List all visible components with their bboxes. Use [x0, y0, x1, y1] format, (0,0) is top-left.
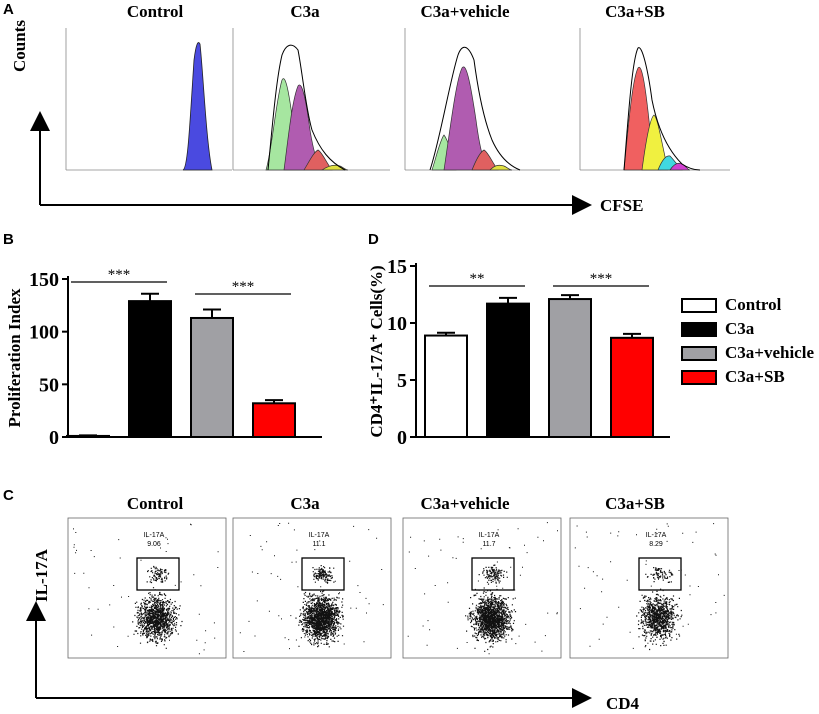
panel-a-title-control: Control — [126, 2, 184, 21]
legend-label-control: Control — [725, 295, 782, 314]
panel-b-y-axis-label: Proliferation Index — [5, 288, 24, 427]
panel-b-bar-c3a-vehicle — [190, 316, 234, 438]
panel-b-y-tick-label: 100 — [29, 322, 59, 344]
panel-letter-d: D — [368, 231, 379, 248]
panel-c-flow-plots — [26, 517, 729, 708]
panel-b-y-tick-label: 50 — [39, 374, 59, 396]
legend-label-c3a-vehicle: C3a+vehicle — [725, 343, 815, 362]
panel-d-y-axis-label: CD4⁺IL-17A⁺ Cells(%) — [367, 265, 386, 437]
panel-b-bar-chart: 0 50 100 150 Proliferation Index *** *** — [5, 267, 322, 449]
legend-swatch-control — [681, 297, 717, 313]
legend-swatch-c3a-vehicle — [681, 345, 717, 361]
flow-frame-control — [67, 517, 227, 659]
flow-frame-c3a-sb — [569, 517, 729, 659]
flow-frame-c3a — [232, 517, 392, 659]
panel-letter-c: C — [3, 487, 14, 504]
panel-b-y-tick-label: 150 — [29, 269, 59, 291]
gate-value-c3a-sb: 8.29 — [649, 541, 663, 548]
flow-events-c3a — [239, 522, 384, 652]
panel-d-bar-c3a-sb — [610, 336, 654, 438]
gate-name-control: IL-17A — [143, 532, 165, 539]
gate-name-c3a-sb: IL-17A — [645, 532, 667, 539]
panel-d-bar-c3a — [486, 302, 530, 439]
gate-name-c3a: IL-17A — [308, 532, 330, 539]
legend-item-c3a: C3a — [681, 319, 755, 338]
gate-name-c3a-vehicle: IL-17A — [478, 532, 500, 539]
flow-gate-c3a-vehicle — [471, 557, 515, 591]
panel-d-bar-c3a-vehicle — [548, 298, 592, 438]
legend-swatch-c3a-sb — [681, 369, 717, 385]
panel-letter-a: A — [3, 1, 14, 18]
flow-events-control — [73, 523, 219, 655]
panel-letter-b: B — [3, 231, 14, 248]
panel-b-sig-label-1: *** — [108, 267, 131, 283]
panel-c-title-c3a-sb: C3a+SB — [605, 494, 665, 513]
panel-a-title-c3a-vehicle: C3a+vehicle — [420, 2, 510, 21]
gate-value-c3a: 11.1 — [312, 541, 326, 548]
panel-c-title-c3a: C3a — [290, 494, 320, 513]
panel-a-title-c3a: C3a — [290, 2, 320, 21]
legend-swatch-c3a — [681, 321, 717, 337]
panel-d-y-tick-label: 5 — [397, 370, 407, 392]
panel-a-histograms — [30, 28, 730, 215]
panel-b-sig-label-2: *** — [232, 279, 255, 295]
panel-d-sig-label-2: *** — [590, 271, 613, 287]
panel-d-y-tick-label: 0 — [397, 427, 407, 449]
panel-d-y-tick-label: 15 — [387, 256, 407, 278]
gate-value-control: 9.06 — [147, 541, 161, 548]
panel-d-y-tick-label: 10 — [387, 313, 407, 335]
panel-b-y-tick-label: 0 — [49, 427, 59, 449]
flow-events-c3a-vehicle — [407, 522, 558, 655]
panel-c-title-control: Control — [126, 494, 184, 513]
panel-a-x-axis-label: CFSE — [600, 196, 644, 215]
legend-item-c3a-vehicle: C3a+vehicle — [681, 343, 815, 362]
legend-item-c3a-sb: C3a+SB — [681, 367, 785, 386]
histogram-c3a-sb — [579, 28, 730, 171]
panel-a-title-c3a-sb: C3a+SB — [605, 2, 665, 21]
flow-gate-control — [136, 557, 180, 591]
flow-frame-c3a-vehicle — [402, 517, 562, 659]
legend-item-control: Control — [681, 295, 782, 314]
histogram-c3a-vehicle — [404, 28, 560, 171]
gate-value-c3a-vehicle: 11.7 — [482, 541, 496, 548]
panel-c-title-c3a-vehicle: C3a+vehicle — [420, 494, 510, 513]
legend-label-c3a-sb: C3a+SB — [725, 367, 785, 386]
flow-gate-c3a-sb — [638, 557, 682, 591]
flow-events-c3a-sb — [574, 523, 725, 651]
histogram-control — [65, 28, 232, 171]
panel-b-bar-c3a — [128, 300, 172, 439]
panel-d-bar-control — [424, 334, 468, 438]
panel-c-x-axis-label: CD4 — [606, 694, 640, 713]
histogram-c3a — [232, 28, 390, 171]
panel-b-bar-c3a-sb — [252, 402, 296, 438]
panel-d-sig-label-1: ** — [470, 271, 485, 287]
legend-label-c3a: C3a — [725, 319, 755, 338]
